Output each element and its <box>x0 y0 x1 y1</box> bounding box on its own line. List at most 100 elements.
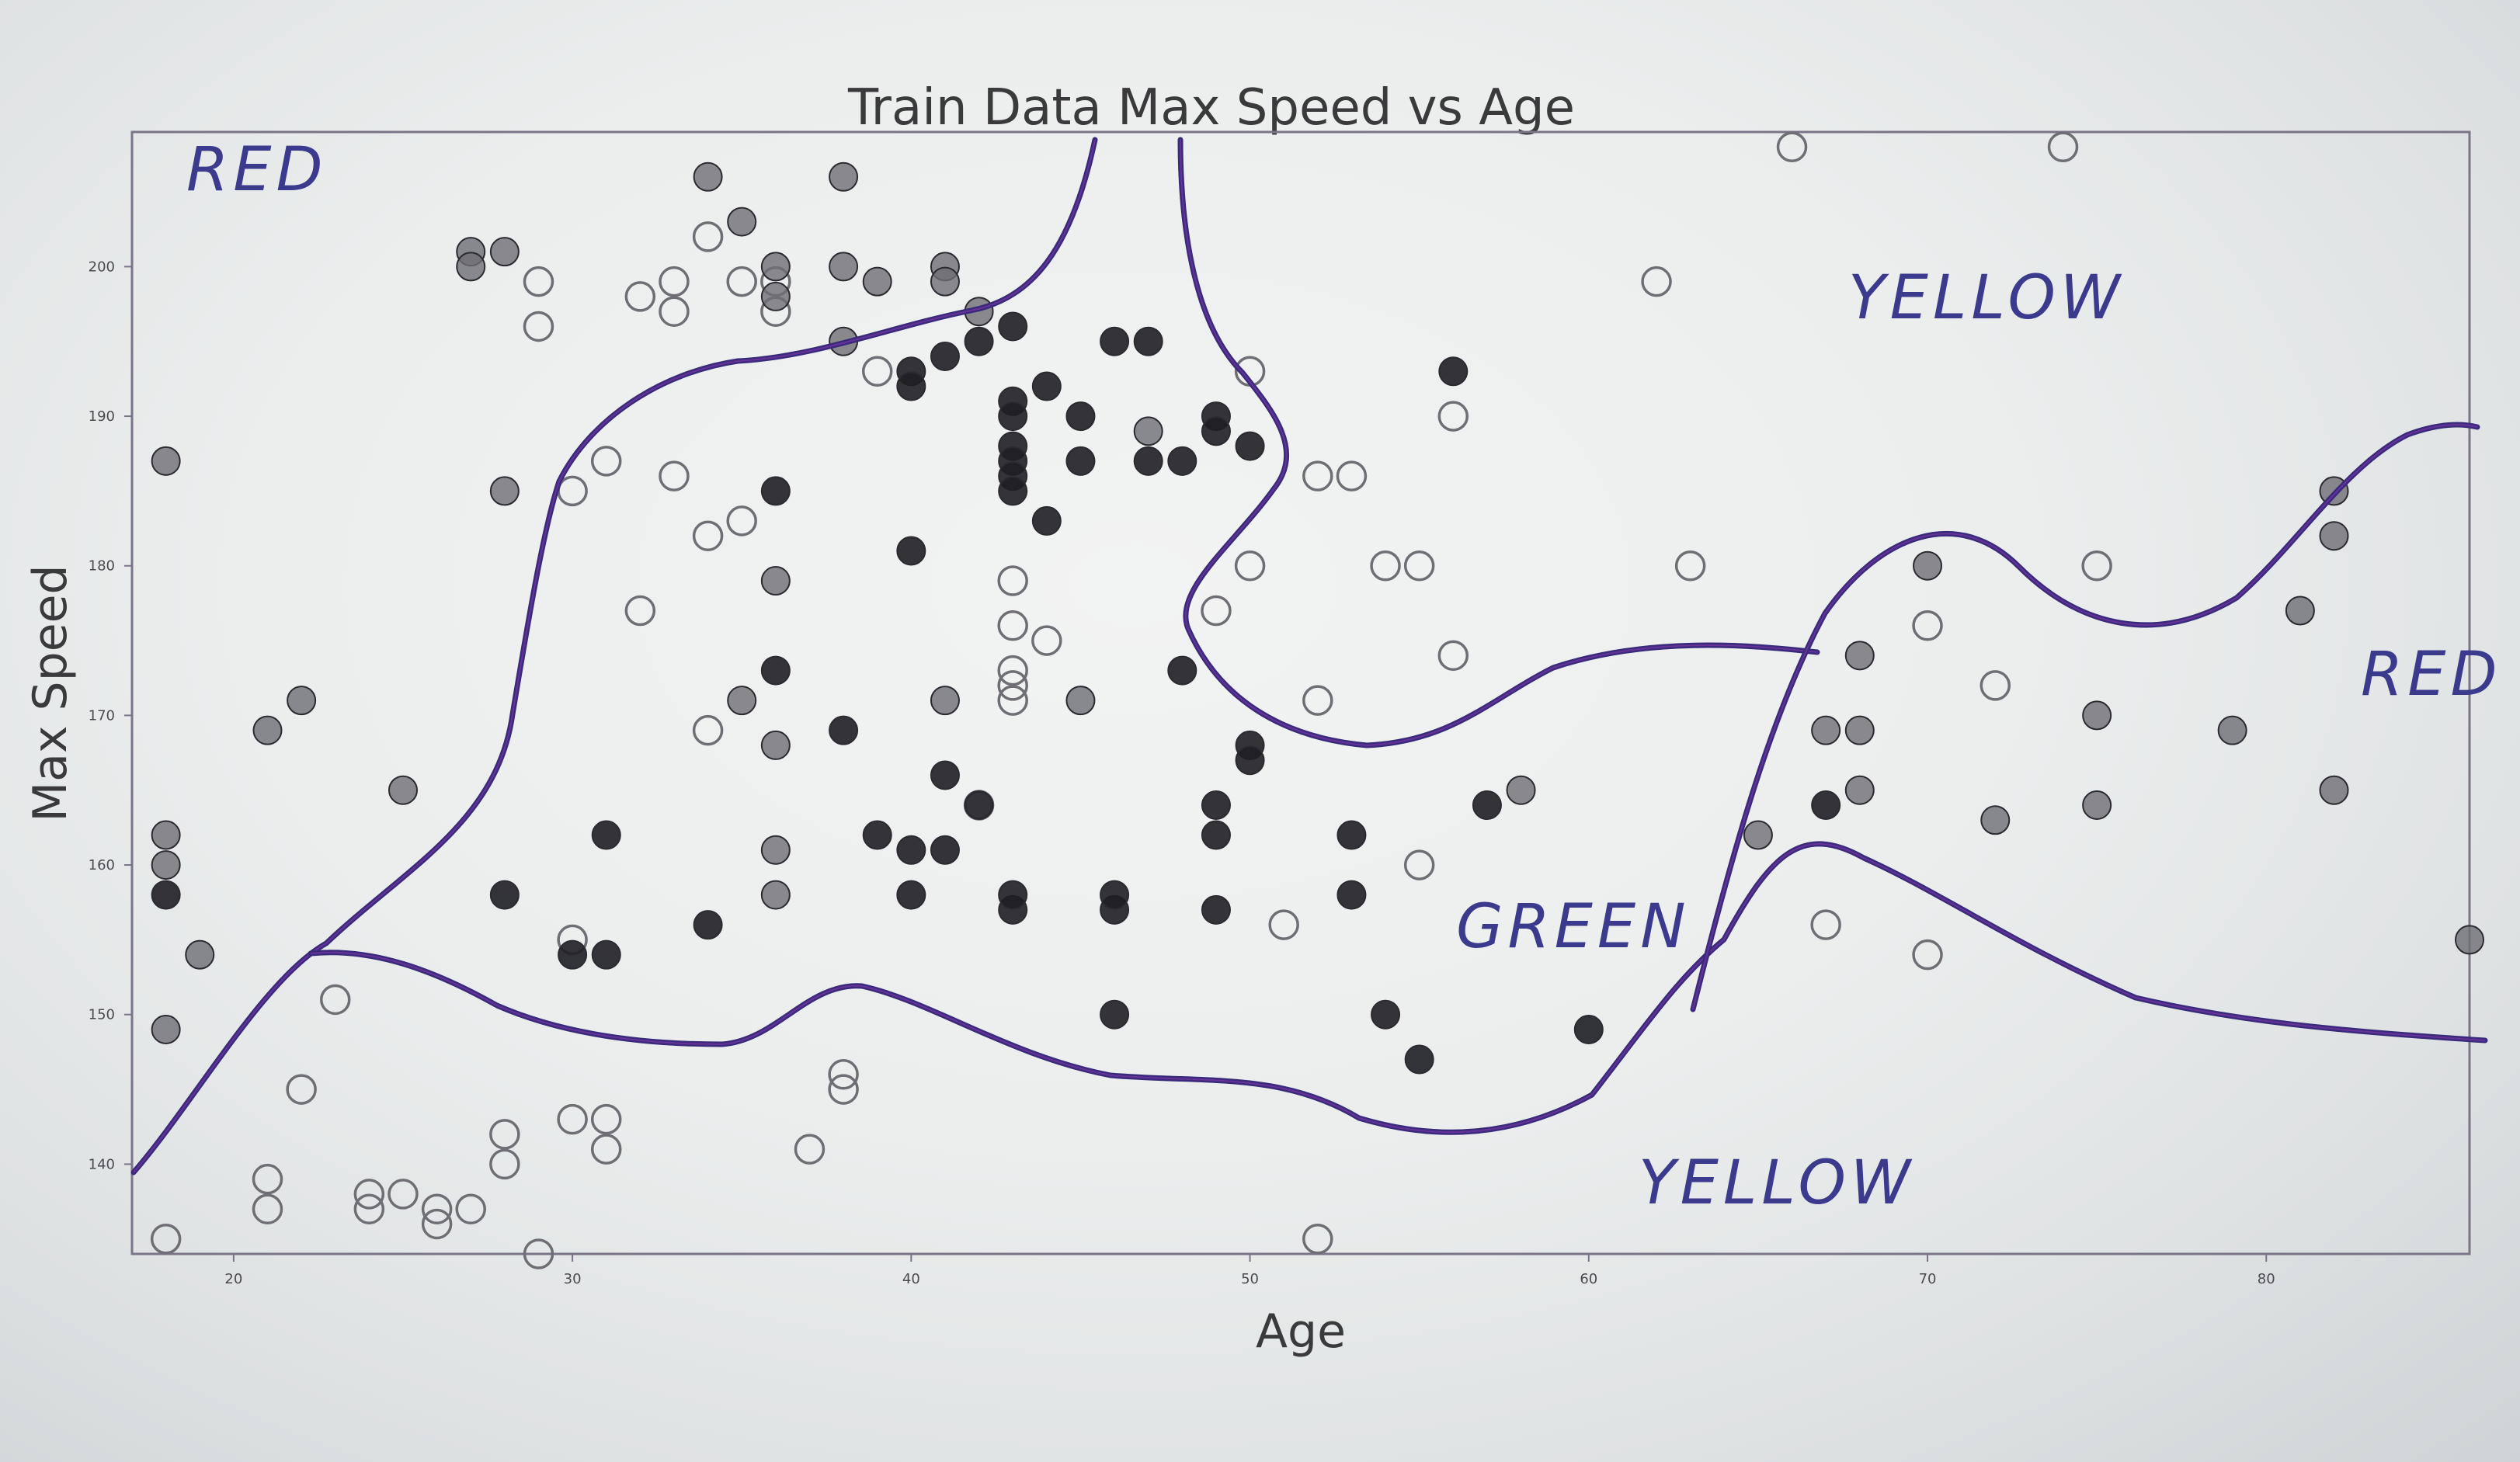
data-point-hollow <box>1437 401 1469 432</box>
data-point-gray <box>760 880 791 910</box>
data-point-hollow <box>1980 670 2011 701</box>
data-point-hollow <box>2047 131 2079 163</box>
data-point-dark <box>1031 371 1062 401</box>
y-tick-label: 190 <box>89 408 115 425</box>
data-point-dark <box>998 476 1028 506</box>
data-point-hollow <box>692 714 724 746</box>
data-point-hollow <box>523 1238 554 1269</box>
y-tick-label: 180 <box>89 558 115 575</box>
data-point-hollow <box>421 1208 453 1240</box>
data-point-gray <box>727 686 757 716</box>
data-point-hollow <box>997 565 1028 596</box>
data-point-dark <box>1336 820 1367 850</box>
data-point-hollow <box>1031 625 1062 656</box>
y-axis-label: Max Speed <box>23 564 78 821</box>
data-point-hollow <box>557 475 588 507</box>
data-point-gray <box>151 446 181 476</box>
y-tick-label: 160 <box>89 857 115 873</box>
data-point-dark <box>1133 326 1163 356</box>
data-point-gray <box>1844 775 1875 805</box>
data-point-gray <box>2285 596 2315 626</box>
data-point-gray <box>829 161 859 192</box>
data-point-hollow <box>1403 550 1435 582</box>
data-point-dark <box>591 939 621 970</box>
boundary-green-yellow-upper <box>1177 137 1820 748</box>
data-point-hollow <box>1437 640 1469 672</box>
data-point-dark <box>998 311 1028 342</box>
data-point-gray <box>693 161 723 192</box>
data-point-gray <box>760 835 791 865</box>
data-point-hollow <box>590 1103 622 1135</box>
data-point-gray <box>1506 775 1536 805</box>
data-point-hollow <box>794 1134 826 1165</box>
data-point-gray <box>760 730 791 760</box>
data-point-gray <box>1980 805 2011 835</box>
data-point-dark <box>1201 416 1231 446</box>
data-point-dark <box>1065 446 1096 476</box>
data-point-dark <box>964 326 994 356</box>
data-point-dark <box>1201 820 1231 850</box>
data-point-gray <box>1743 820 1773 850</box>
data-point-hollow <box>421 1193 453 1224</box>
data-point-gray <box>862 266 892 297</box>
data-point-dark <box>591 820 621 850</box>
data-point-hollow <box>1912 939 1943 971</box>
decision-boundaries <box>130 137 2488 1176</box>
scatter-points <box>150 131 2484 1269</box>
data-point-dark <box>1573 1015 1604 1044</box>
data-point-dark <box>1235 745 1265 776</box>
data-point-gray <box>252 715 283 745</box>
data-point-hollow <box>659 266 690 297</box>
data-point-dark <box>1438 356 1469 387</box>
data-point-gray <box>1811 715 1841 745</box>
data-point-hollow <box>1302 685 1333 716</box>
data-point-hollow <box>1302 1223 1333 1255</box>
data-point-hollow <box>726 505 757 537</box>
data-point-dark <box>896 835 926 865</box>
data-point-hollow <box>252 1193 283 1224</box>
data-point-gray <box>760 252 791 282</box>
x-tick-label: 50 <box>1241 1271 1259 1287</box>
data-point-gray <box>2455 925 2484 955</box>
data-point-hollow <box>1234 550 1266 582</box>
data-point-gray <box>760 566 791 596</box>
data-point-hollow <box>523 311 554 342</box>
data-point-dark <box>558 939 588 970</box>
data-point-dark <box>1201 894 1231 925</box>
x-tick-label: 70 <box>1919 1271 1937 1287</box>
data-point-hollow <box>1302 460 1333 491</box>
data-point-gray <box>388 775 418 805</box>
data-point-dark <box>1811 790 1841 820</box>
data-point-hollow <box>252 1163 283 1195</box>
data-point-hollow <box>489 1148 520 1180</box>
data-point-hollow <box>2081 550 2112 582</box>
data-point-dark <box>1133 446 1163 476</box>
data-point-hollow <box>1268 909 1299 940</box>
data-point-hollow <box>726 266 757 297</box>
data-point-hollow <box>455 1193 486 1224</box>
data-point-dark <box>862 820 892 850</box>
data-point-hollow <box>997 670 1028 701</box>
data-point-hollow <box>319 984 351 1016</box>
data-point-hollow <box>659 296 690 327</box>
data-point-dark <box>896 536 926 566</box>
y-tick-label: 150 <box>89 1007 115 1023</box>
data-point-gray <box>151 850 181 880</box>
data-point-hollow <box>590 446 622 477</box>
data-point-hollow <box>997 685 1028 716</box>
y-tick-label: 200 <box>89 259 115 275</box>
data-point-dark <box>829 715 859 745</box>
data-point-hollow <box>828 1074 859 1105</box>
data-point-gray <box>151 820 181 850</box>
data-point-gray <box>489 476 520 506</box>
x-axis-label: Age <box>1256 1304 1346 1359</box>
data-point-hollow <box>590 1134 622 1165</box>
data-point-dark <box>964 790 994 820</box>
data-point-gray <box>760 281 791 311</box>
data-point-hollow <box>557 1103 588 1135</box>
data-point-gray <box>456 252 486 282</box>
x-tick-label: 80 <box>2258 1271 2275 1287</box>
data-point-gray <box>727 207 757 237</box>
region-label-yellow-top-right: YELLOW <box>1848 263 2125 333</box>
x-tick-label: 20 <box>224 1271 242 1287</box>
